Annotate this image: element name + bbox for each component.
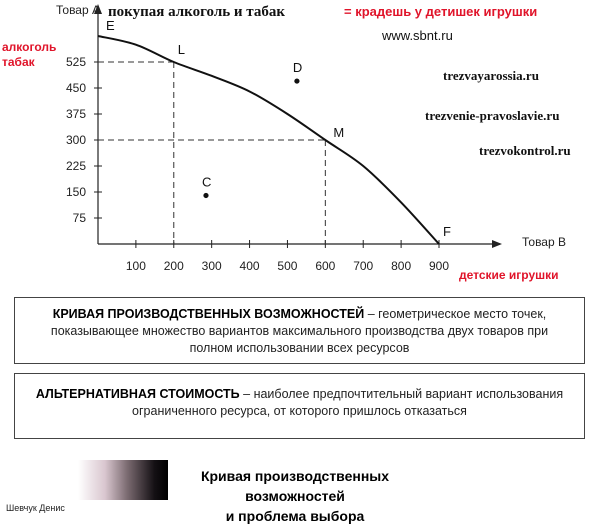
point-d-marker	[294, 78, 300, 84]
x-tick-label: 100	[126, 259, 146, 273]
author-credit: Шевчук Денис	[6, 503, 65, 513]
y-tick-label: 525	[66, 55, 86, 69]
y-axis-arrow	[94, 4, 102, 14]
x-tick-label: 400	[240, 259, 260, 273]
x-tick-label: 700	[353, 259, 373, 273]
point-label-l: L	[178, 42, 185, 57]
gradient-bar	[78, 460, 168, 500]
point-label-m: M	[333, 125, 344, 140]
point-label-c: C	[202, 174, 211, 189]
alt-cost-definition-box: АЛЬТЕРНАТИВНАЯ СТОИМОСТЬ – наиболее пред…	[14, 373, 585, 439]
alt-cost-text: – наиболее предпочтительный вариант испо…	[132, 387, 564, 418]
x-axis-arrow	[492, 240, 502, 248]
website-trezvenie[interactable]: trezvenie-pravoslavie.ru	[425, 108, 560, 123]
y-tick-label: 300	[66, 133, 86, 147]
footer-title-line2: и проблема выбора	[225, 508, 365, 524]
footer-title-line1: Кривая производственных возможностей	[200, 468, 390, 504]
website-trezvayarossia[interactable]: trezvayarossia.ru	[443, 68, 539, 83]
header-red-title: = крадешь у детишек игрушки	[344, 4, 538, 19]
header-black-title: покупая алкоголь и табак	[108, 4, 285, 20]
point-label-f: F	[443, 224, 451, 239]
footer-title: Кривая производственных возможностей и п…	[150, 466, 440, 526]
ppf-chart: Товар A Товар B 75 150 225 300 375 450 525 100 200…	[56, 3, 566, 273]
x-tick-label: 500	[277, 259, 297, 273]
x-tick-label: 300	[202, 259, 222, 273]
point-label-e: E	[106, 18, 115, 33]
ppf-definition-box: КРИВАЯ ПРОИЗВОДСТВЕННЫХ ВОЗМОЖНОСТЕЙ – г…	[14, 297, 585, 364]
x-axis-red-label: детские игрушки	[459, 268, 559, 282]
y-axis-title: Товар A	[56, 3, 100, 17]
y-tick-label: 375	[66, 107, 86, 121]
y-tick-label: 75	[73, 211, 87, 225]
y-tick-label: 225	[66, 159, 86, 173]
y-tick-label: 450	[66, 81, 86, 95]
ppf-curve	[97, 35, 440, 245]
point-label-d: D	[293, 60, 302, 75]
ppf-text: – геометрическое место точек, показывающ…	[50, 307, 549, 355]
y-tick-label: 150	[66, 185, 86, 199]
x-axis-title: Товар B	[522, 235, 566, 249]
x-tick-label: 600	[315, 259, 335, 273]
ppf-term: КРИВАЯ ПРОИЗВОДСТВЕННЫХ ВОЗМОЖНОСТЕЙ	[52, 307, 365, 321]
website-trezvokontrol[interactable]: trezvokontrol.ru	[479, 143, 571, 158]
point-c-marker	[203, 192, 209, 199]
x-tick-label: 800	[391, 259, 411, 273]
y-axis-red-label: алкоголь табак	[2, 40, 57, 69]
website-main[interactable]: www.sbnt.ru	[382, 28, 453, 43]
alt-cost-term: АЛЬТЕРНАТИВНАЯ СТОИМОСТЬ	[35, 387, 240, 401]
x-tick-label: 200	[164, 259, 184, 273]
x-tick-label: 900	[429, 259, 449, 273]
